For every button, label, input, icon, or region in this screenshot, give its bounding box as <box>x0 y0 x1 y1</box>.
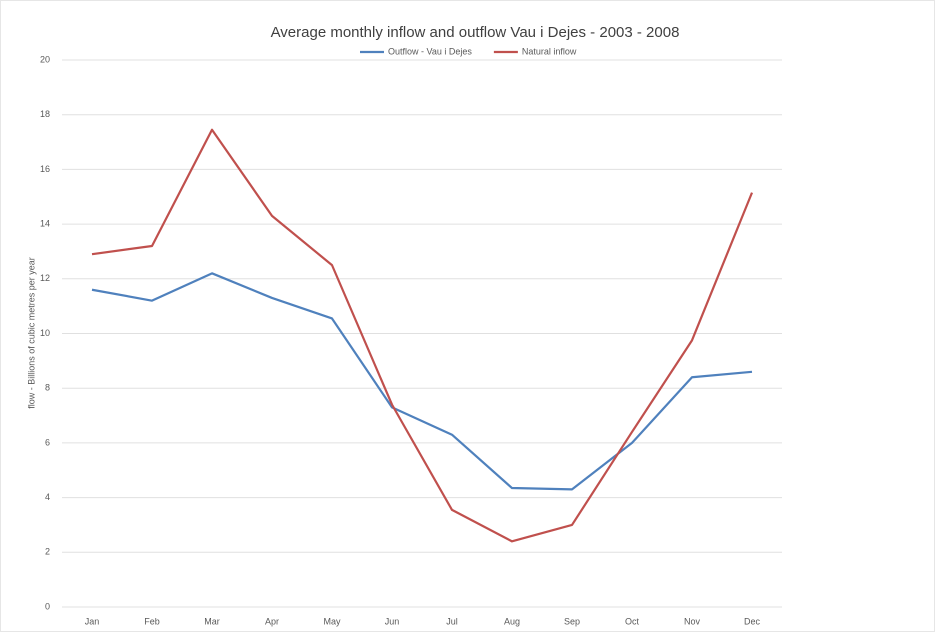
y-axis-label: flow - Billions of cubic metres per year <box>26 257 36 409</box>
x-tick-label: Dec <box>744 616 761 626</box>
y-tick-label: 14 <box>40 218 50 228</box>
legend-label: Natural inflow <box>522 46 577 56</box>
y-tick-label: 6 <box>45 437 50 447</box>
x-tick-label: Oct <box>625 616 640 626</box>
y-tick-label: 18 <box>40 109 50 119</box>
chart-title: Average monthly inflow and outflow Vau i… <box>271 24 680 41</box>
x-tick-label: Aug <box>504 616 520 626</box>
y-tick-label: 2 <box>45 547 50 557</box>
x-tick-label: Nov <box>684 616 701 626</box>
x-tick-label: Feb <box>144 616 160 626</box>
series-line <box>91 272 753 491</box>
x-tick-label: Jan <box>85 616 100 626</box>
y-tick-label: 0 <box>45 601 50 611</box>
x-tick-label: Mar <box>204 616 220 626</box>
y-tick-label: 12 <box>40 273 50 283</box>
y-tick-label: 8 <box>45 383 50 393</box>
y-tick-label: 4 <box>45 492 50 502</box>
x-tick-label: Jun <box>385 616 400 626</box>
y-tick-label: 20 <box>40 54 50 64</box>
series-line <box>91 128 754 543</box>
x-tick-label: Sep <box>564 616 580 626</box>
legend-label: Outflow - Vau i Dejes <box>388 46 472 56</box>
y-tick-label: 16 <box>40 164 50 174</box>
x-tick-label: Jul <box>446 616 458 626</box>
x-tick-label: Apr <box>265 616 279 626</box>
x-tick-label: May <box>323 616 341 626</box>
y-tick-label: 10 <box>40 328 50 338</box>
